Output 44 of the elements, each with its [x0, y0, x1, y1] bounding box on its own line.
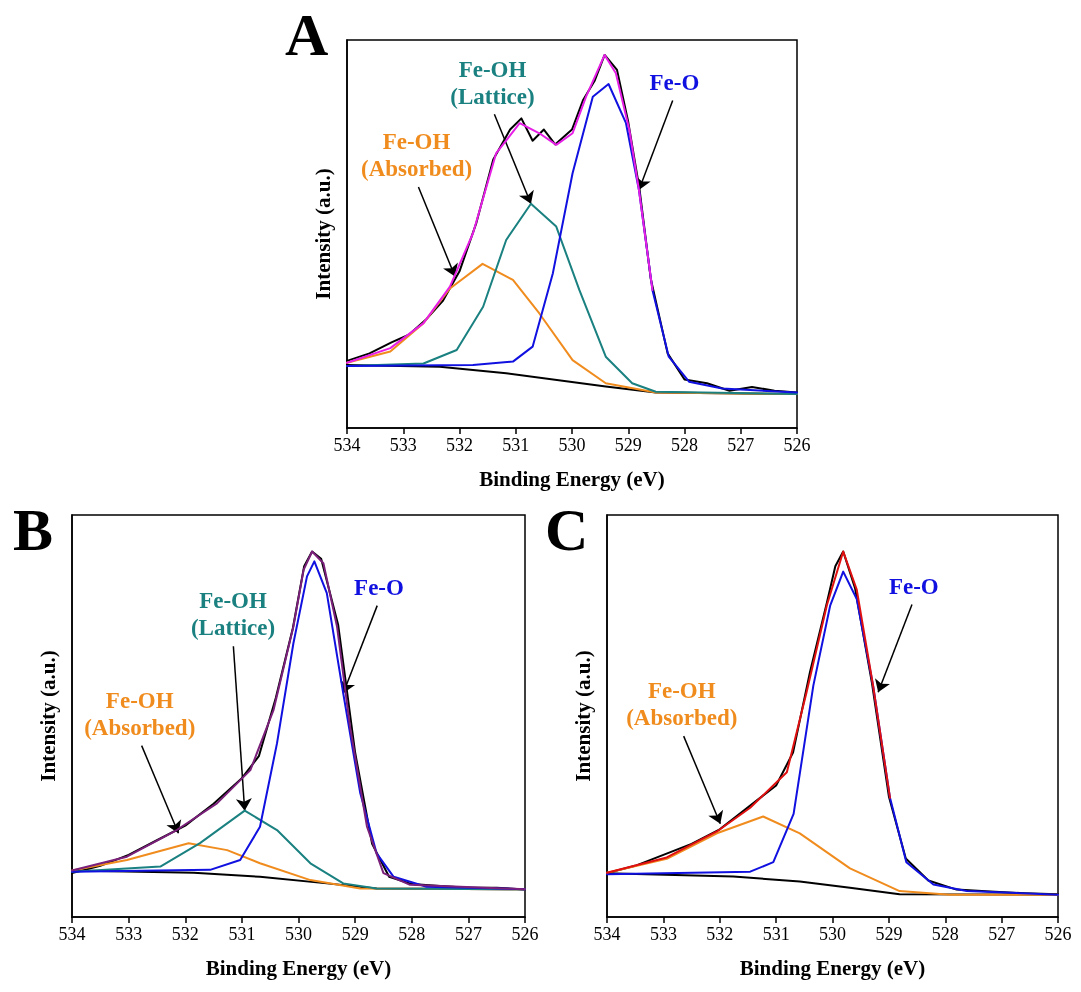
annotation: Fe-O [649, 69, 700, 95]
x-tick-label: 531 [502, 435, 530, 455]
x-tick-label: 533 [649, 924, 677, 944]
annotation: Fe-OH (Absorbed) [626, 678, 738, 731]
annotation: Fe-O [354, 574, 404, 600]
annotation: Fe-OH (Absorbed) [84, 687, 196, 740]
x-tick-label: 528 [931, 924, 959, 944]
y-axis-title: Intensity (a.u.) [35, 650, 60, 782]
x-tick-label: 526 [1044, 924, 1072, 944]
x-tick-label: 528 [671, 435, 698, 455]
annotation: Fe-OH (Absorbed) [360, 129, 473, 182]
x-tick-label: 526 [511, 924, 539, 944]
x-tick-label: 529 [875, 924, 903, 944]
x-tick-label: 528 [398, 924, 426, 944]
x-axis-title: Binding Energy (eV) [205, 955, 392, 980]
x-tick-label: 532 [171, 924, 199, 944]
x-tick-label: 527 [727, 435, 755, 455]
annotation: Fe-O [888, 573, 939, 599]
x-tick-label: 533 [389, 435, 417, 455]
x-tick-label: 530 [558, 435, 586, 455]
x-tick-label: 531 [228, 924, 256, 944]
x-tick-label: 532 [706, 924, 734, 944]
chart-title: C [545, 497, 589, 563]
x-tick-label: 530 [819, 924, 846, 944]
x-tick-label: 529 [341, 924, 369, 944]
x-tick-label: 527 [454, 924, 482, 944]
x-axis-title: Binding Energy (eV) [739, 955, 926, 980]
chart-title: A [285, 2, 329, 68]
x-tick-label: 529 [614, 435, 642, 455]
x-axis-title: Binding Energy (eV) [479, 466, 665, 491]
chart-title: B [13, 497, 54, 563]
x-tick-label: 531 [762, 924, 790, 944]
y-axis-title: Intensity (a.u.) [310, 168, 335, 300]
x-tick-label: 534 [593, 924, 621, 944]
x-tick-label: 526 [783, 435, 811, 455]
annotation: Fe-OH (Lattice) [190, 588, 276, 641]
x-tick-label: 534 [58, 924, 86, 944]
x-tick-label: 533 [115, 924, 143, 944]
x-tick-label: 530 [285, 924, 312, 944]
x-tick-label: 532 [446, 435, 473, 455]
x-tick-label: 534 [333, 435, 361, 455]
annotation: Fe-OH (Lattice) [450, 56, 535, 109]
x-tick-label: 527 [988, 924, 1016, 944]
y-axis-title: Intensity (a.u.) [570, 650, 595, 782]
